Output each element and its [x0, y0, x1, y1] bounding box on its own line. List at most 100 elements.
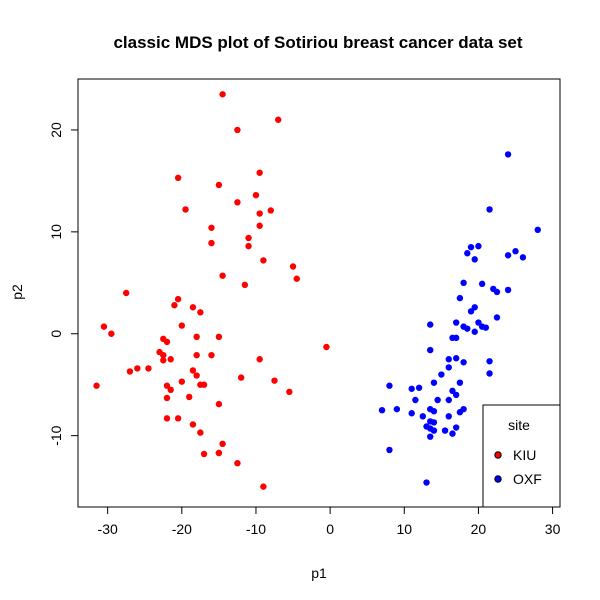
point-kiu [189, 421, 197, 428]
point-oxf [486, 370, 493, 377]
point-kiu [167, 386, 174, 394]
legend-title: site [508, 417, 530, 433]
point-kiu [160, 351, 167, 359]
x-tick-label: 20 [471, 521, 487, 537]
point-kiu [108, 330, 115, 337]
point-kiu [215, 333, 223, 341]
point-oxf [427, 321, 434, 328]
point-kiu [215, 449, 223, 457]
x-tick-label: 30 [545, 521, 561, 537]
point-kiu [219, 272, 226, 279]
point-kiu [215, 400, 223, 408]
point-kiu [293, 275, 300, 282]
point-oxf [475, 319, 482, 326]
point-kiu [256, 210, 263, 217]
y-tick-label: 10 [48, 224, 64, 240]
y-tick-label: 0 [48, 330, 64, 338]
point-oxf [445, 364, 452, 371]
point-kiu [174, 415, 182, 422]
point-kiu [167, 356, 174, 363]
point-kiu [215, 181, 223, 189]
series-oxf [378, 151, 541, 486]
point-oxf [452, 391, 460, 399]
point-oxf [504, 151, 512, 158]
point-oxf [434, 396, 441, 404]
point-kiu [182, 206, 189, 213]
point-kiu [93, 382, 100, 389]
x-tick-label: 10 [396, 521, 412, 537]
point-kiu [260, 257, 267, 264]
legend-marker-kiu [494, 451, 502, 459]
series-kiu [93, 91, 330, 490]
point-oxf [471, 304, 478, 311]
point-kiu [197, 429, 204, 436]
point-kiu [123, 289, 130, 297]
point-kiu [193, 333, 200, 341]
point-oxf [534, 226, 541, 234]
point-oxf [386, 382, 393, 389]
point-oxf [467, 308, 475, 315]
point-oxf [452, 334, 460, 342]
point-oxf [430, 379, 438, 386]
point-oxf [408, 410, 415, 417]
point-kiu [163, 338, 171, 346]
point-kiu [126, 368, 134, 375]
point-oxf [415, 384, 423, 391]
point-kiu [267, 207, 274, 214]
point-kiu [256, 222, 263, 229]
x-tick-label: 0 [326, 521, 334, 537]
point-oxf [460, 359, 467, 366]
point-kiu [234, 199, 241, 206]
point-kiu [189, 304, 197, 311]
point-oxf [427, 346, 434, 354]
legend-label-kiu: KIU [513, 447, 536, 463]
point-kiu [245, 242, 252, 250]
legend-marker-oxf [494, 475, 502, 483]
point-oxf [456, 409, 464, 416]
point-kiu [289, 263, 297, 270]
point-kiu [252, 191, 260, 199]
point-kiu [174, 174, 182, 182]
point-kiu [163, 382, 171, 389]
point-oxf [452, 355, 460, 362]
x-axis: -30 -20 -10 0 10 20 30 [98, 506, 561, 537]
chart-title: classic MDS plot of Sotiriou breast canc… [113, 33, 522, 52]
point-oxf [478, 280, 486, 288]
point-oxf [386, 446, 393, 454]
point-kiu [193, 351, 200, 359]
point-kiu [178, 322, 186, 329]
point-kiu [234, 459, 241, 467]
point-oxf [493, 288, 501, 296]
point-kiu [100, 323, 108, 330]
point-kiu [271, 377, 278, 384]
point-kiu [241, 281, 249, 289]
data-points [93, 91, 541, 490]
point-kiu [200, 450, 208, 458]
x-tick-label: -30 [98, 521, 118, 537]
point-oxf [504, 286, 512, 294]
x-axis-label: p1 [311, 565, 327, 581]
point-oxf [452, 319, 460, 326]
point-oxf [445, 396, 452, 404]
point-kiu [197, 381, 204, 388]
y-tick-label: 20 [48, 122, 64, 138]
point-kiu [323, 343, 330, 351]
point-kiu [160, 357, 167, 364]
point-oxf [412, 396, 419, 404]
point-kiu [208, 224, 215, 231]
point-kiu [174, 295, 182, 303]
point-kiu [134, 365, 141, 372]
point-kiu [256, 356, 263, 363]
x-tick-label: -10 [246, 521, 266, 537]
point-oxf [419, 413, 427, 420]
legend: site KIU OXF [482, 404, 561, 508]
point-oxf [427, 433, 434, 440]
point-kiu [219, 91, 226, 98]
point-oxf [475, 242, 482, 250]
point-oxf [478, 323, 486, 330]
point-oxf [452, 424, 460, 431]
point-oxf [430, 419, 438, 426]
point-kiu [286, 388, 293, 396]
point-oxf [464, 250, 471, 257]
y-axis: -10 0 10 20 [48, 122, 79, 446]
